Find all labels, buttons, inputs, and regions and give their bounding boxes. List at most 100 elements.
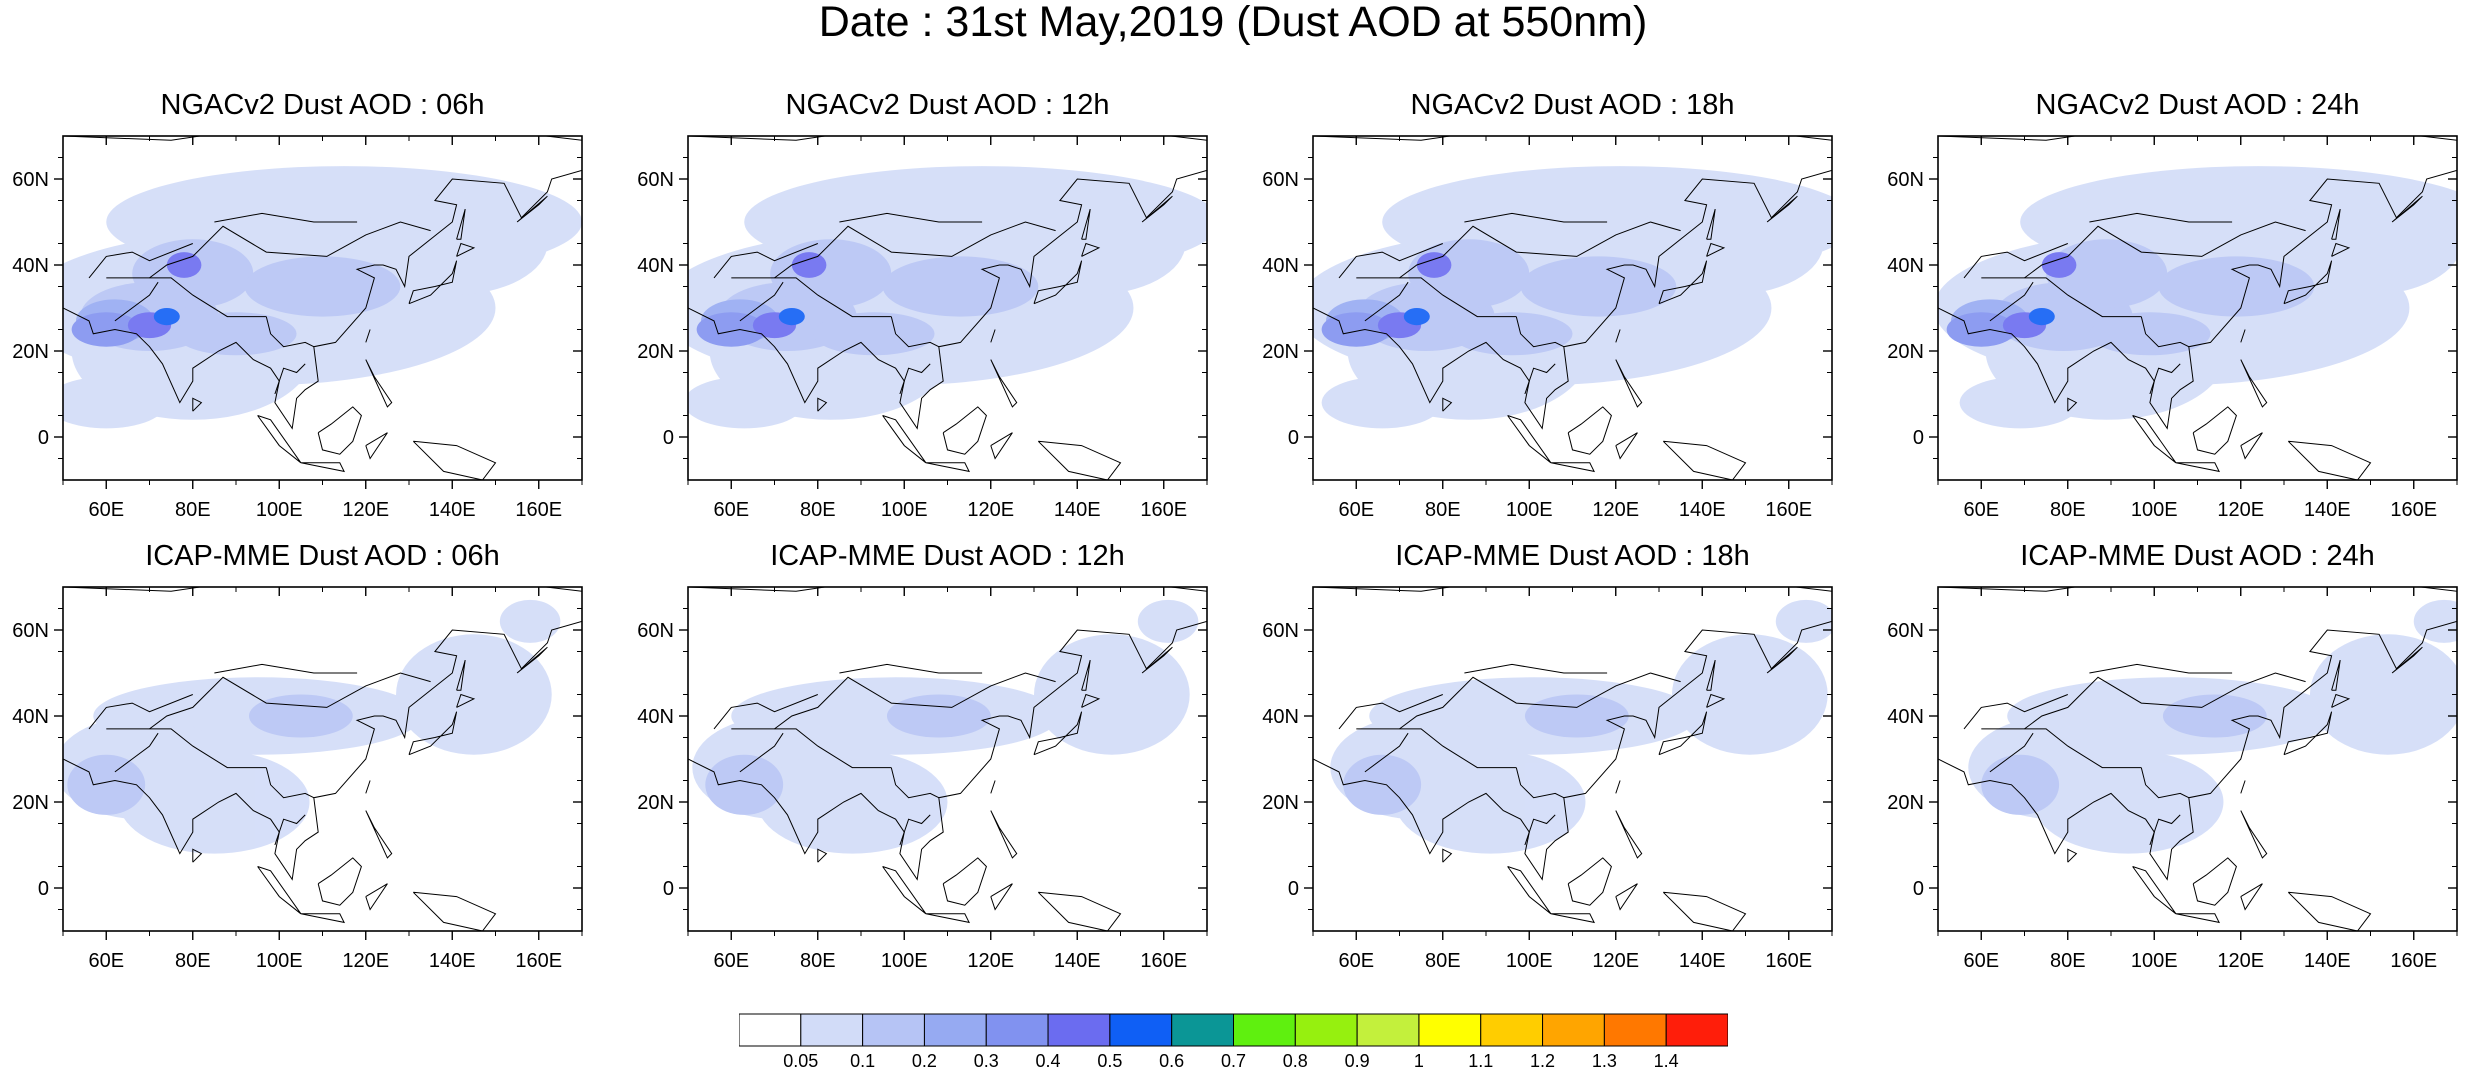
dust-field xyxy=(688,166,1207,429)
lon-tick-label: 100E xyxy=(1506,950,1553,972)
coastline-path xyxy=(1515,767,1565,799)
lon-tick-label: 80E xyxy=(800,499,836,521)
lon-tick-label: 160E xyxy=(1140,499,1187,521)
coastline-path xyxy=(688,620,1207,881)
lat-tick-label: 20N xyxy=(12,341,49,363)
coastline-path xyxy=(412,891,497,931)
coastline-path xyxy=(257,415,302,464)
colorbar-label: 0.6 xyxy=(1159,1051,1185,1071)
coastline-path xyxy=(408,260,458,305)
coastline-path xyxy=(1356,728,1517,769)
coastline-path xyxy=(365,883,388,911)
dust-contour xyxy=(1633,191,1824,296)
lat-tick-label: 0 xyxy=(1913,427,1924,449)
dust-contour xyxy=(175,312,297,356)
coastline-path xyxy=(2149,363,2181,395)
coastline-path xyxy=(456,659,466,691)
dust-contour xyxy=(396,634,552,755)
lon-tick-label: 160E xyxy=(515,499,562,521)
lat-tick-label: 60N xyxy=(1887,620,1924,642)
coastline-path xyxy=(2192,857,2237,906)
map-panel: 60N 40N 20N 0 60E 80E 100E 120E 140E 160E xyxy=(637,586,1208,972)
coastline-path xyxy=(149,221,431,279)
coastline-path xyxy=(2240,359,2268,408)
lon-tick-label: 60E xyxy=(1338,499,1374,521)
coastline-path xyxy=(2192,406,2237,455)
coastline-path xyxy=(412,440,497,480)
coastline-path xyxy=(890,316,940,348)
coastline-path xyxy=(1706,659,1716,691)
dust-contour xyxy=(757,750,948,854)
lon-tick-label: 60E xyxy=(1963,950,1999,972)
lon-tick-label: 140E xyxy=(1054,950,1101,972)
dust-contour xyxy=(813,312,935,356)
coastline-path xyxy=(688,136,1207,141)
coastline-path xyxy=(2391,646,2423,674)
lon-tick-label: 120E xyxy=(1592,499,1639,521)
colorbar-label: 0.1 xyxy=(850,1051,876,1071)
coastline-path xyxy=(1766,646,1798,674)
coastline-path xyxy=(63,169,582,430)
coastline-path xyxy=(688,169,1207,430)
coastline-path xyxy=(1550,913,1596,924)
dust-contour xyxy=(2309,634,2457,755)
coastline-path xyxy=(2287,891,2372,931)
lon-tick-label: 80E xyxy=(800,950,836,972)
lat-tick-label: 40N xyxy=(12,255,49,277)
map-panel: 60N 40N 20N 0 60E 80E 100E 120E 140E 160E xyxy=(637,135,1208,521)
colorbar-swatch xyxy=(1542,1013,1605,1047)
dust-contour xyxy=(1395,750,1586,854)
panel-title: NGACv2 Dust AOD : 18h xyxy=(1410,89,1735,121)
coastline-path xyxy=(1989,732,2034,773)
coastline-path xyxy=(925,462,971,473)
lon-tick-label: 60E xyxy=(88,499,124,521)
dust-contour xyxy=(2271,191,2457,296)
lon-tick-label: 60E xyxy=(1338,950,1374,972)
coastline-path xyxy=(1081,208,1091,240)
map-svg: 60N 40N 20N 0 60E 80E 100E 120E 140E 160E xyxy=(637,135,1208,521)
colorbar-label: 1.3 xyxy=(1591,1051,1617,1071)
lon-tick-label: 120E xyxy=(2217,499,2264,521)
panel-title: NGACv2 Dust AOD : 06h xyxy=(160,89,485,121)
lon-tick-label: 60E xyxy=(713,950,749,972)
colorbar-swatch xyxy=(923,1013,987,1047)
coastline-path xyxy=(739,281,784,322)
coastline-path xyxy=(1567,857,1612,906)
dust-contour xyxy=(1981,754,2060,815)
coastline-path xyxy=(2067,848,2078,863)
colorbar-label: 0.9 xyxy=(1344,1051,1370,1071)
dust-contour xyxy=(357,191,548,296)
coastline-path xyxy=(365,329,371,343)
lat-tick-label: 20N xyxy=(1262,792,1299,814)
lat-tick-label: 20N xyxy=(1887,341,1924,363)
coastline-path xyxy=(1938,136,2457,141)
colorbar-label: 0.8 xyxy=(1282,1051,1308,1071)
coastline-path xyxy=(839,663,983,674)
coastline-path xyxy=(63,136,582,141)
panel-title: ICAP-MME Dust AOD : 06h xyxy=(145,540,500,572)
coastline-path xyxy=(1313,587,1832,592)
coastline-path xyxy=(1524,363,1556,395)
dust-contour xyxy=(1403,308,1430,326)
panel-title: NGACv2 Dust AOD : 24h xyxy=(2035,89,2360,121)
dust-contour xyxy=(248,694,353,738)
colorbar-swatch xyxy=(1233,1013,1296,1047)
dust-contour xyxy=(778,308,805,326)
colorbar-label: 1.1 xyxy=(1468,1051,1494,1071)
coastlines xyxy=(1938,136,2457,480)
coastlines xyxy=(63,136,582,480)
lat-tick-label: 40N xyxy=(1262,255,1299,277)
coastline-path xyxy=(1033,260,1083,305)
coastline-path xyxy=(456,242,476,257)
coastline-path xyxy=(1338,694,1443,730)
coastline-path xyxy=(1033,711,1083,756)
dust-contour xyxy=(1321,376,1443,429)
coastline-path xyxy=(774,672,1056,730)
lat-tick-label: 0 xyxy=(663,878,674,900)
lon-tick-label: 100E xyxy=(256,499,303,521)
coastline-path xyxy=(516,195,548,223)
colorbar-label: 1 xyxy=(1413,1051,1424,1071)
dust-contour xyxy=(1671,634,1828,755)
dust-contour xyxy=(688,376,805,429)
lon-tick-label: 140E xyxy=(2304,950,2351,972)
